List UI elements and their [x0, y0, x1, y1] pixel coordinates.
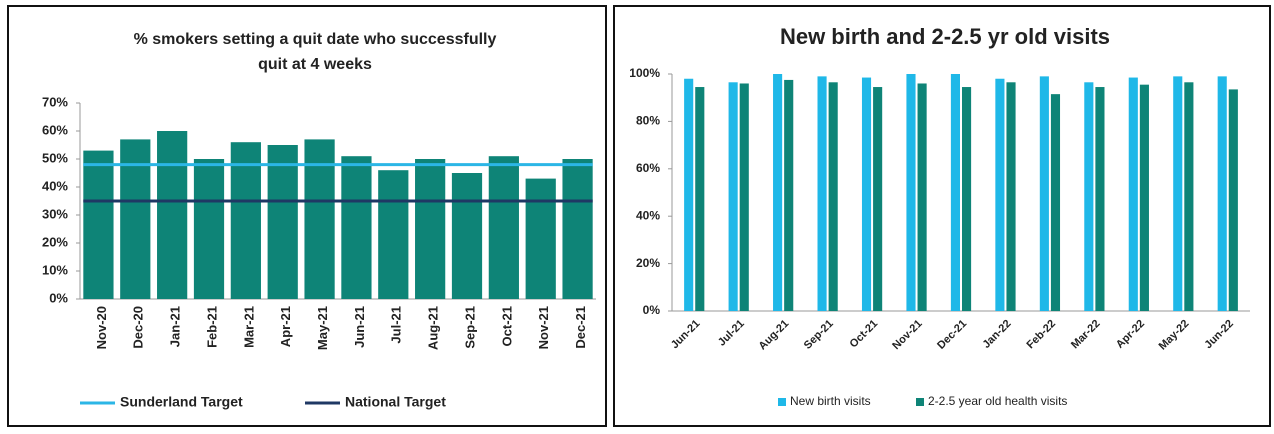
right-panel [613, 5, 1271, 427]
bar [728, 82, 738, 311]
bar [525, 178, 556, 299]
legend-swatch [778, 398, 786, 406]
bar [695, 87, 705, 311]
bar [1128, 77, 1138, 312]
bar [488, 156, 519, 299]
x-tick-label: Feb-21 [204, 306, 219, 348]
left-panel [7, 5, 607, 427]
x-tick-label: Nov-21 [536, 306, 551, 349]
x-tick-label: Mar-22 [1069, 318, 1103, 352]
legend-label: 2-2.5 year old health visits [928, 394, 1067, 408]
x-tick-label: Jan-22 [981, 318, 1014, 351]
bar [962, 87, 972, 311]
bar [906, 74, 916, 311]
legend-label: Sunderland Target [120, 394, 243, 410]
y-tick-label: 60% [42, 122, 68, 137]
bar [1039, 76, 1049, 312]
x-tick-label: Feb-22 [1025, 318, 1059, 352]
bar [1006, 82, 1016, 311]
bar [83, 150, 114, 299]
bar [415, 159, 446, 299]
bar [995, 78, 1005, 312]
x-tick-label: Jun-21 [352, 306, 367, 348]
bar [1050, 94, 1061, 312]
bar [267, 145, 298, 299]
bar [378, 170, 409, 299]
y-tick-label: 40% [42, 178, 68, 193]
bar [1139, 84, 1149, 311]
x-tick-label: Oct-21 [848, 318, 881, 351]
bar [1228, 89, 1238, 311]
x-tick-label: May-22 [1157, 318, 1192, 353]
x-tick-label: Dec-21 [935, 318, 969, 352]
y-tick-label: 50% [42, 150, 68, 165]
x-tick-label: Apr-22 [1114, 318, 1147, 351]
chart-title: quit at 4 weeks [258, 56, 372, 73]
chart-title: New birth and 2-2.5 yr old visits [780, 24, 1110, 49]
y-tick-label: 20% [636, 256, 660, 270]
bar [1095, 87, 1105, 311]
y-tick-label: 40% [636, 208, 660, 222]
x-tick-label: Aug-21 [426, 306, 441, 350]
bar [773, 74, 783, 311]
y-tick-label: 0% [643, 303, 661, 317]
bar [784, 79, 794, 311]
x-tick-label: Jul-21 [716, 318, 747, 349]
chart-title: % smokers setting a quit date who succes… [134, 31, 497, 48]
bar [684, 78, 694, 312]
x-tick-label: Dec-20 [131, 306, 146, 349]
bar [917, 83, 927, 311]
bar [828, 82, 838, 311]
bar [562, 159, 593, 299]
bar [451, 173, 483, 299]
bar [1184, 82, 1194, 311]
bar [861, 77, 872, 312]
x-tick-label: Nov-21 [890, 318, 924, 352]
legend-swatch [916, 398, 924, 406]
x-tick-label: Oct-21 [499, 306, 514, 346]
x-tick-label: Sep-21 [462, 306, 477, 349]
bar [1173, 76, 1183, 312]
x-tick-label: Jul-21 [389, 306, 404, 344]
y-tick-label: 30% [42, 206, 68, 221]
y-tick-label: 10% [42, 262, 68, 277]
x-tick-label: Dec-21 [573, 306, 588, 349]
x-tick-label: Aug-21 [756, 318, 791, 353]
bar [739, 83, 749, 311]
x-tick-label: Nov-20 [94, 306, 109, 349]
x-tick-label: Jun-21 [669, 318, 703, 352]
y-tick-label: 70% [42, 94, 68, 109]
bar [193, 159, 225, 299]
x-tick-label: Mar-21 [241, 306, 256, 348]
bar [817, 76, 827, 312]
bar [950, 74, 960, 311]
bar [341, 156, 372, 299]
y-tick-label: 100% [629, 66, 660, 80]
bar [230, 142, 261, 299]
legend-label: New birth visits [790, 394, 871, 408]
x-tick-label: Jan-21 [168, 306, 183, 347]
y-tick-label: 80% [636, 114, 660, 128]
legend-label: National Target [345, 394, 446, 410]
x-tick-label: Jun-22 [1202, 318, 1236, 352]
y-tick-label: 60% [636, 161, 660, 175]
bar [157, 131, 188, 299]
x-tick-label: Sep-21 [802, 318, 836, 352]
bar [1084, 82, 1094, 311]
y-tick-label: 0% [49, 290, 68, 305]
bar [873, 87, 883, 311]
bar [1217, 76, 1227, 312]
x-tick-label: May-21 [315, 306, 330, 350]
y-tick-label: 20% [42, 234, 68, 249]
x-tick-label: Apr-21 [278, 306, 293, 347]
